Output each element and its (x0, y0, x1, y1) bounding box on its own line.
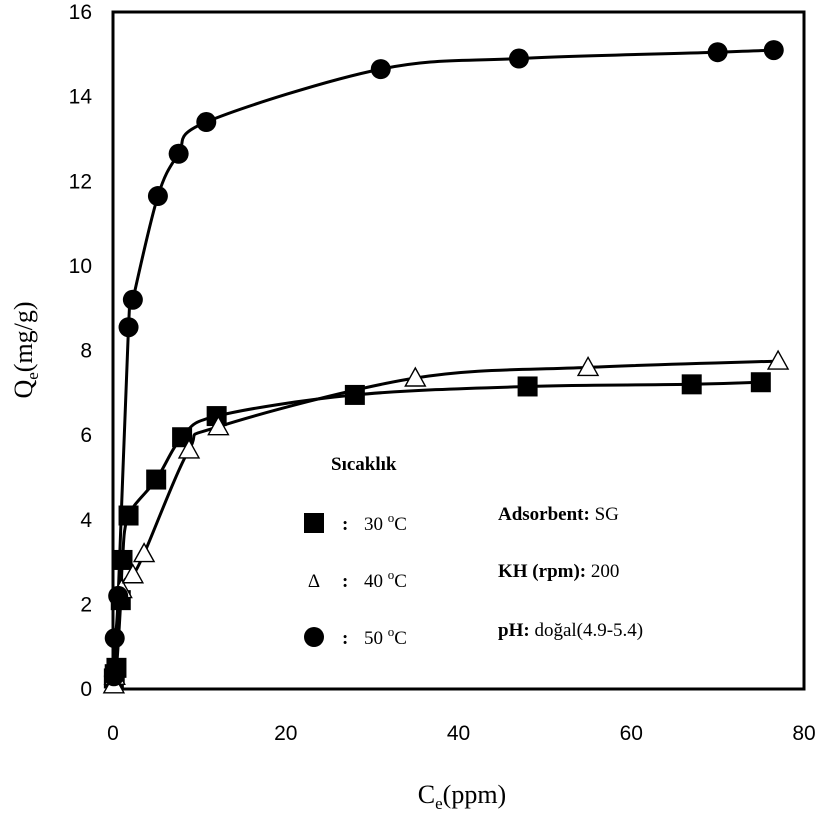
data-point-50-7 (196, 112, 217, 133)
y-tick-label: 10 (69, 255, 92, 278)
data-point-40-7 (404, 366, 427, 387)
y-tick-label: 6 (80, 424, 92, 447)
data-point-50-2 (108, 585, 129, 606)
y-axis-title: Qe(mg/g) (9, 301, 42, 398)
y-tick-label: 2 (80, 593, 92, 616)
data-point-30-8 (206, 406, 227, 427)
y-tick-label: 8 (80, 340, 92, 363)
data-point-40-6 (207, 415, 230, 436)
info-line: KH (rpm): 200 (498, 561, 619, 582)
data-point-50-10 (707, 42, 728, 63)
y-tick-label: 4 (80, 509, 92, 532)
data-point-50-11 (763, 40, 784, 61)
data-point-30-10 (517, 376, 538, 397)
data-point-50-0 (103, 666, 124, 687)
y-tick-label: 14 (69, 86, 93, 109)
data-point-40-8 (576, 355, 600, 377)
data-point-50-9 (508, 48, 529, 69)
legend-colon: : (342, 514, 348, 535)
x-axis-title: Ce(ppm) (418, 780, 506, 813)
y-tick-label: 0 (80, 678, 92, 701)
data-point-30-6 (146, 469, 167, 490)
y-tick-label: 16 (69, 1, 92, 24)
data-point-40-3 (121, 563, 145, 584)
experiment-info: Adsorbent: SG KH (rpm): 200 pH: doğal(4.9-… (498, 504, 643, 641)
fit-curve-30 (112, 380, 761, 679)
data-point-40-4 (132, 542, 156, 563)
legend-marker-circle (304, 627, 324, 647)
data-point-50-4 (122, 289, 143, 310)
data-point-30-11 (681, 374, 702, 395)
data-point-30-4 (112, 549, 133, 570)
data-point-40-5 (177, 438, 201, 459)
y-tick-label: 12 (69, 170, 92, 193)
x-tick-label: 60 (620, 722, 643, 745)
legend-label-50: 50 oC (364, 624, 407, 649)
legend-colon: : (342, 571, 348, 592)
x-tick-label: 40 (447, 722, 470, 745)
legend: Sıcaklık :30 oCΔ:40 oC: 50 oC (304, 454, 407, 649)
x-tick-label: 0 (107, 722, 119, 745)
data-markers (102, 40, 790, 694)
data-point-30-12 (750, 372, 771, 393)
data-point-50-8 (370, 59, 391, 80)
data-point-50-1 (104, 628, 125, 649)
legend-title: Sıcaklık (331, 454, 397, 475)
y-tick-labels: 0 2 4 6 8 10 12 14 16 (69, 1, 93, 701)
info-line: Adsorbent: SG (498, 504, 619, 525)
data-point-50-6 (168, 143, 189, 164)
legend-colon: : (342, 628, 348, 649)
plot-frame (111, 10, 806, 691)
legend-marker-square (304, 513, 324, 533)
info-line: pH: doğal(4.9-5.4) (498, 620, 643, 641)
data-point-30-9 (344, 384, 365, 405)
x-tick-label: 80 (792, 722, 815, 745)
legend-label-40: 40 oC (364, 567, 407, 592)
fit-curves (112, 48, 779, 688)
data-point-30-5 (118, 505, 139, 526)
data-point-50-5 (147, 186, 168, 207)
legend-marker-triangle: Δ (308, 571, 320, 592)
x-tick-labels: 0 20 40 60 80 (107, 722, 816, 745)
x-tick-label: 20 (274, 722, 297, 745)
legend-label-30: 30 oC (364, 510, 407, 535)
legend-entries: :30 oCΔ:40 oC: 50 oC (304, 510, 407, 649)
data-point-40-9 (766, 349, 790, 370)
data-point-50-3 (118, 317, 139, 338)
